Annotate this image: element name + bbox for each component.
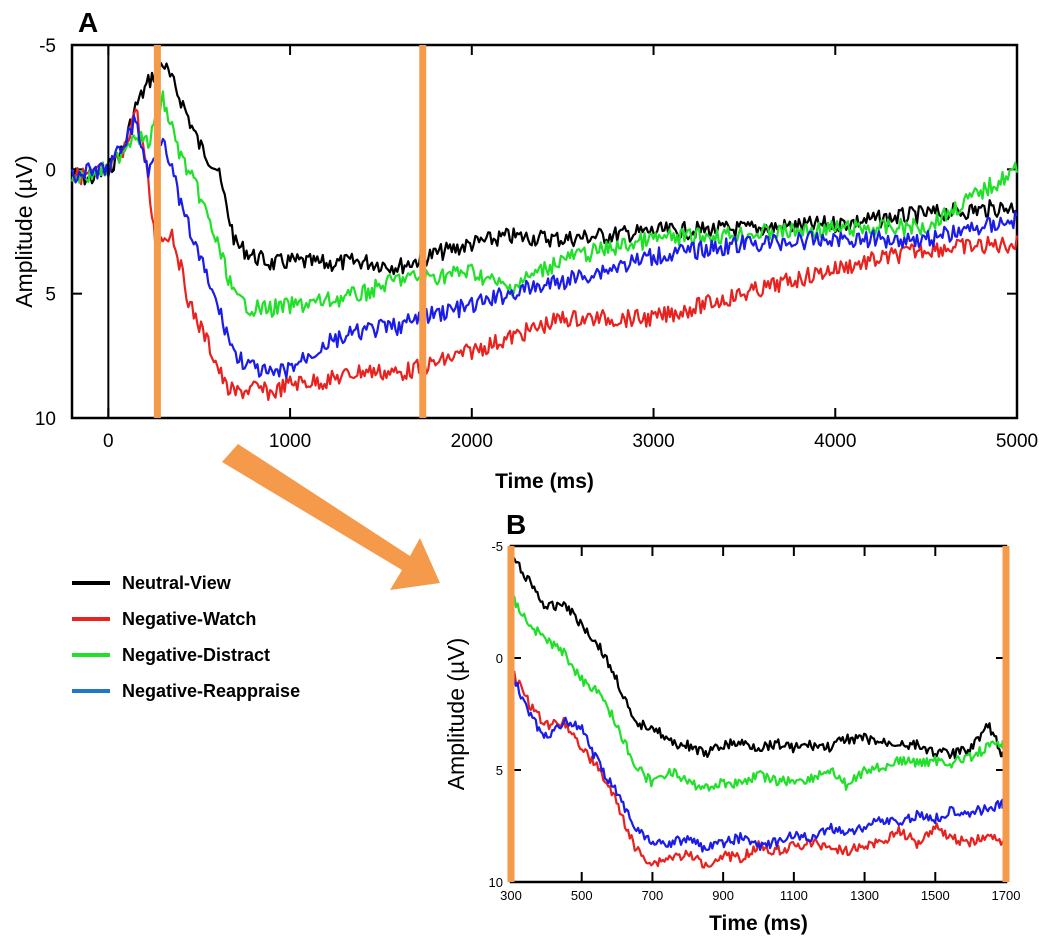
x-tick-label: 1500 [921, 888, 950, 903]
panel-letter: B [506, 509, 526, 540]
y-tick-label: -5 [39, 36, 56, 57]
x-tick-label: 0 [103, 431, 114, 452]
series-line-negative-distract [509, 592, 1004, 792]
x-tick-label: 5000 [996, 431, 1038, 452]
x-tick-label: 1100 [780, 888, 808, 903]
series-line-negative-watch [509, 666, 1004, 869]
y-tick-label: 0 [496, 651, 503, 666]
series-line-negative-reappraise [510, 670, 1004, 853]
plot-frame [70, 43, 1019, 420]
y-tick-label: 5 [496, 763, 503, 778]
x-tick-label: 900 [712, 888, 734, 903]
series-line-negative-distract [70, 90, 1019, 318]
series-line-negative-reappraise [70, 114, 1018, 379]
legend-label: Negative-Watch [122, 609, 256, 629]
x-tick-label: 3000 [632, 431, 674, 452]
legend-label: Neutral-View [122, 573, 232, 593]
x-axis-title: Time (ms) [709, 912, 808, 935]
y-tick-label: 5 [45, 285, 56, 306]
y-tick-label: 10 [489, 875, 503, 890]
y-axis-title: Amplitude (µV) [11, 155, 37, 308]
panel-letter: A [78, 7, 98, 38]
y-tick-label: -5 [491, 539, 503, 554]
x-tick-label: 2000 [451, 431, 493, 452]
panel-a: 0 1000 2000 3000 4000 5000 -5 0 5 10 A Time (ms) Amp… [11, 7, 1038, 493]
series-line-neutral-view [509, 556, 1004, 760]
y-tick-label: 10 [35, 409, 56, 430]
x-tick-label: 300 [500, 888, 522, 903]
panel-b: 300 500 700 900 1100 1300 1500 1700 -5 0 5 10 B Time … [443, 509, 1020, 935]
x-tick-label: 1000 [269, 431, 311, 452]
x-tick-label: 4000 [814, 431, 856, 452]
y-axis-title: Amplitude (µV) [443, 638, 469, 791]
x-tick-label: 700 [642, 888, 664, 903]
legend: Neutral-View Negative-Watch Negative-Distr… [72, 573, 300, 701]
x-tick-label: 500 [571, 888, 593, 903]
legend-label: Negative-Reappraise [122, 681, 300, 701]
y-tick-label: 0 [45, 160, 56, 181]
zoom-arrow [222, 444, 440, 590]
x-axis-title: Time (ms) [495, 470, 594, 493]
x-tick-label: 1300 [850, 888, 879, 903]
series-line-negative-watch [71, 108, 1019, 401]
x-tick-label: 1700 [992, 888, 1021, 903]
legend-label: Negative-Distract [122, 645, 270, 665]
